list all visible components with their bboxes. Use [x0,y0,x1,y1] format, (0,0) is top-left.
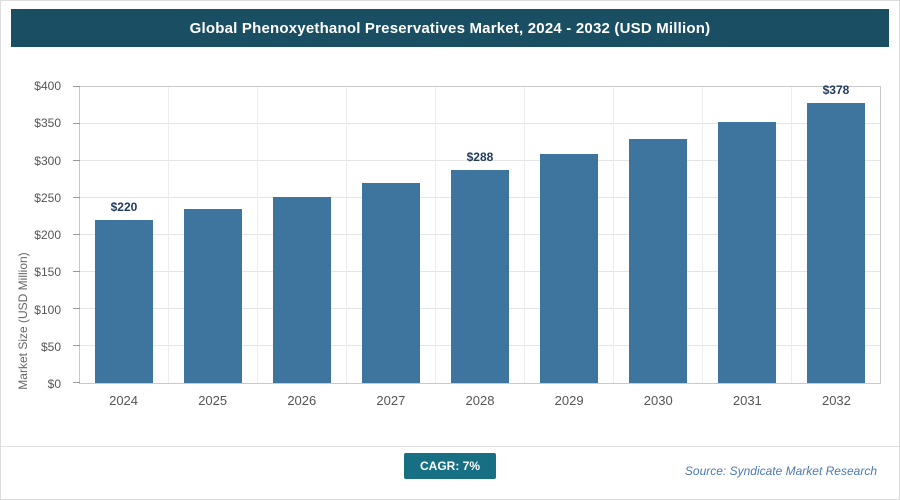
bar-slot-2029 [524,87,613,383]
y-tick-label: $0 [47,377,61,391]
y-tick-label: $100 [34,302,61,317]
x-tick-label-2024: 2024 [109,393,139,408]
y-tick-label: $400 [34,79,61,93]
bar-slot-2026 [257,87,346,383]
y-tick-mark [73,382,80,383]
y-tick-mark [73,345,80,346]
y-axis-title: Market Size (USD Million) [16,252,30,390]
chart-title: Global Phenoxyethanol Preservatives Mark… [189,19,711,37]
y-tick-mark [73,197,80,198]
bar-value-label-2024: $220 [110,200,138,215]
x-tick-label-2029: 2029 [554,393,584,408]
bar-2032: $378 [806,83,866,383]
y-tick-label: $50 [40,339,61,354]
bar-slot-2032: $378 [791,83,880,383]
y-tick-label: $150 [34,265,61,280]
x-tick-label-2030: 2030 [643,393,673,408]
source-text: Source: Syndicate Market Research [684,464,877,478]
x-tick-label-2031: 2031 [732,393,762,408]
bar-2026 [272,196,332,383]
x-tick-label-2032: 2032 [821,393,851,408]
bar-value-label-2028: $288 [466,149,494,164]
gridline [80,160,880,161]
bar-2025 [183,209,243,383]
y-tick-label: $350 [34,116,61,131]
y-tick-mark [73,160,80,161]
y-tick-label: $300 [34,153,61,168]
gridline [80,123,880,124]
y-tick-label: $250 [34,190,61,205]
bar-slot-2030 [613,87,702,383]
x-tick-label-2025: 2025 [198,393,228,408]
bar-slot-2028: $288 [435,87,524,383]
bar-value-label-2032: $378 [822,83,850,98]
y-tick-mark [73,271,80,272]
bar-2024: $220 [94,200,154,383]
x-tick-label-2028: 2028 [465,393,495,408]
bar-slot-2031 [702,87,791,383]
bar-2029 [539,154,599,383]
bar-2028: $288 [450,150,510,383]
x-tick-label-2026: 2026 [287,393,317,408]
chart-title-banner: Global Phenoxyethanol Preservatives Mark… [11,9,889,47]
y-tick-mark [73,234,80,235]
y-tick-mark [73,308,80,309]
y-tick-mark [73,123,80,124]
x-axis-labels: 2024 2025 2026 2027 2028 2029 2030 2031 2032 [79,393,881,408]
bar-2030 [628,138,688,383]
bar-2031 [717,121,777,383]
bar-2027 [361,183,421,383]
cagr-badge: CAGR: 7% [403,453,497,479]
x-tick-label-2027: 2027 [376,393,406,408]
bar-series: $220 $288 $378 [80,83,880,383]
footer-divider [1,446,899,447]
y-tick-mark [73,86,80,87]
bar-slot-2025 [168,87,257,383]
bar-slot-2027 [346,87,435,383]
y-tick-label: $200 [34,228,61,242]
bar-slot-2024: $220 [80,87,168,383]
y-axis: Market Size (USD Million) $0 $50 $100 $150 $… [1,79,71,391]
plot-area: $220 $288 $378 [73,83,881,384]
